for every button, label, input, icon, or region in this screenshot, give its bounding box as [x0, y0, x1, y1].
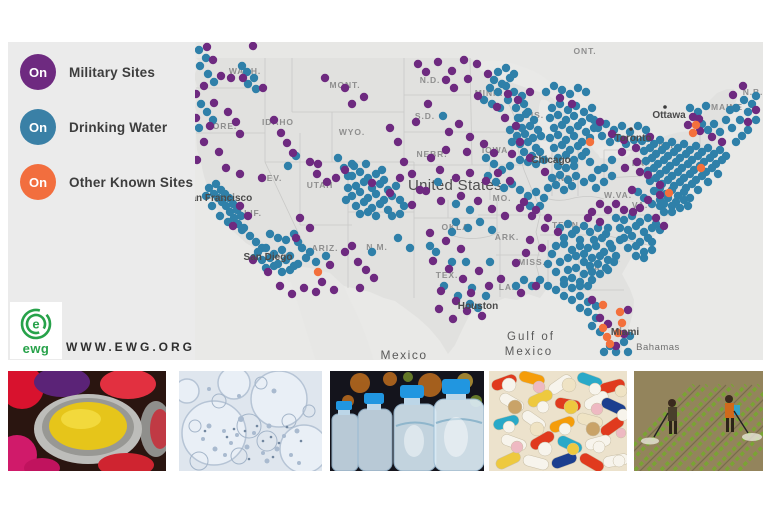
- svg-text:Houston: Houston: [458, 301, 499, 312]
- svg-text:UTAH: UTAH: [307, 180, 334, 190]
- svg-text:S.D.: S.D.: [415, 111, 435, 121]
- svg-text:Mexico: Mexico: [505, 346, 553, 358]
- photo-pills[interactable]: [489, 371, 627, 471]
- svg-text:Toronto: Toronto: [614, 133, 651, 144]
- svg-text:San Diego: San Diego: [244, 252, 293, 263]
- water-bottles-image: [330, 371, 484, 471]
- svg-text:N.B.: N.B.: [743, 87, 763, 97]
- toggle-military-button[interactable]: On: [20, 54, 56, 90]
- svg-text:MO.: MO.: [493, 193, 512, 203]
- legend-item-other-known: On Other Known Sites: [8, 164, 195, 200]
- svg-text:N.D.: N.D.: [420, 75, 441, 85]
- pesticide-spraying-image: [634, 371, 763, 471]
- legend-item-label: Other Known Sites: [69, 174, 194, 190]
- svg-text:NEV.: NEV.: [260, 173, 283, 183]
- svg-text:W.VA.: W.VA.: [604, 190, 632, 200]
- photo-water-bottles[interactable]: [330, 371, 484, 471]
- svg-text:WIS.: WIS.: [522, 110, 544, 120]
- toggle-other-known-sites-button[interactable]: On: [20, 164, 56, 200]
- ewg-logo-icon: e: [20, 308, 52, 339]
- svg-text:GA.: GA.: [586, 263, 604, 273]
- svg-text:MISS.: MISS.: [518, 257, 546, 267]
- legend-item-label: Drinking Water: [69, 119, 168, 135]
- ewg-logo-text: ewg: [22, 340, 50, 356]
- photo-dye-powders[interactable]: [8, 371, 166, 471]
- farmer-right: [725, 395, 762, 441]
- svg-text:ONT.: ONT.: [574, 46, 597, 56]
- photo-pesticide-spraying[interactable]: [634, 371, 763, 471]
- svg-text:WYO.: WYO.: [339, 127, 365, 137]
- svg-text:Miami: Miami: [611, 327, 640, 338]
- gulf-of-california: [285, 282, 316, 360]
- svg-text:United States: United States: [408, 177, 502, 194]
- svg-text:ARIZ.: ARIZ.: [312, 243, 339, 253]
- svg-text:Bahamas: Bahamas: [636, 342, 680, 353]
- svg-text:ORE.: ORE.: [213, 121, 237, 131]
- us-landmass: [194, 58, 737, 354]
- svg-text:ARK.: ARK.: [495, 232, 519, 242]
- dye-powders-image: [8, 371, 166, 471]
- map-legend: On Military Sites On Drinking Water On O…: [8, 42, 195, 360]
- svg-text:San Francisco: San Francisco: [184, 193, 252, 204]
- svg-text:Ottawa: Ottawa: [652, 110, 686, 121]
- ewg-logo: e ewg: [10, 302, 62, 359]
- toggle-drinking-water-button[interactable]: On: [20, 109, 56, 145]
- svg-text:LA.: LA.: [499, 282, 515, 292]
- site-url: WWW.EWG.ORG: [66, 340, 195, 354]
- area-labels-layer: United States Gulf of Mexico Mexico Bahamas: [380, 177, 679, 360]
- svg-text:OKLA.: OKLA.: [442, 222, 473, 232]
- svg-text:Mexico: Mexico: [380, 348, 427, 360]
- legend-item-military: On Military Sites: [8, 54, 195, 90]
- svg-text:IDAHO: IDAHO: [262, 117, 294, 127]
- svg-text:TEX.: TEX.: [436, 270, 459, 280]
- city-labels-layer: San Francisco San Diego Chicago Houston Miam…: [184, 105, 686, 338]
- soap-foam-image: [179, 371, 322, 471]
- legend-item-drinking-water: On Drinking Water: [8, 109, 195, 145]
- svg-text:Gulf of: Gulf of: [507, 331, 555, 343]
- svg-text:N.M.: N.M.: [366, 242, 388, 252]
- svg-text:MINN.: MINN.: [475, 88, 504, 98]
- svg-text:MAINE: MAINE: [711, 102, 743, 112]
- farmer-left: [641, 399, 677, 445]
- svg-text:e: e: [32, 316, 39, 331]
- photo-soap-foam[interactable]: [179, 371, 322, 471]
- svg-text:Chicago: Chicago: [531, 155, 570, 166]
- legend-item-label: Military Sites: [69, 64, 156, 80]
- pills-image: [489, 371, 627, 471]
